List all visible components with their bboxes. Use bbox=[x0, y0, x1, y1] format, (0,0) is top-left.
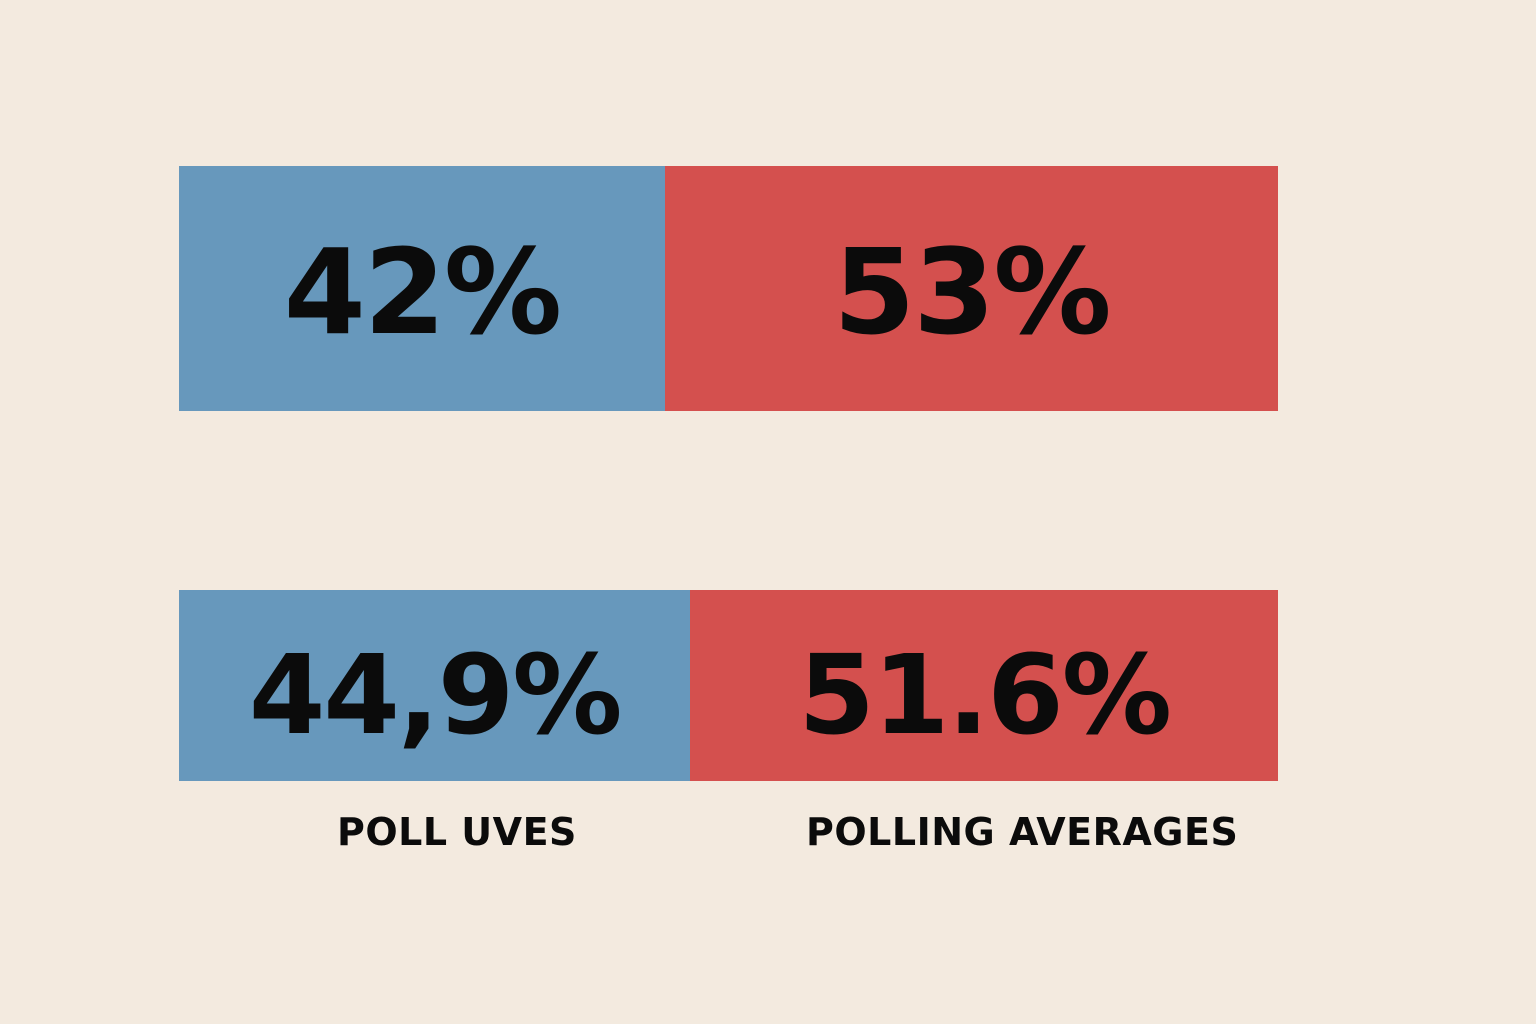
bar-segment-bottom-left: 44,9% bbox=[179, 590, 691, 781]
data-label-bottom-left: 44,9% bbox=[248, 630, 623, 759]
caption-polling-averages: POLLING AVERAGES bbox=[806, 810, 1239, 854]
data-label-bottom-right: 51.6% bbox=[798, 630, 1172, 759]
bar-row-bottom: 44,9% 51.6% bbox=[179, 590, 1278, 781]
bar-row-top: 42% 53% bbox=[179, 166, 1278, 411]
bar-segment-top-right: 53% bbox=[664, 166, 1278, 411]
caption-poll-uves: POLL UVES bbox=[337, 810, 577, 854]
bar-segment-bottom-right: 51.6% bbox=[690, 590, 1278, 781]
bar-segment-top-left: 42% bbox=[179, 166, 665, 411]
data-label-top-right: 53% bbox=[833, 222, 1111, 361]
data-label-top-left: 42% bbox=[283, 222, 562, 361]
